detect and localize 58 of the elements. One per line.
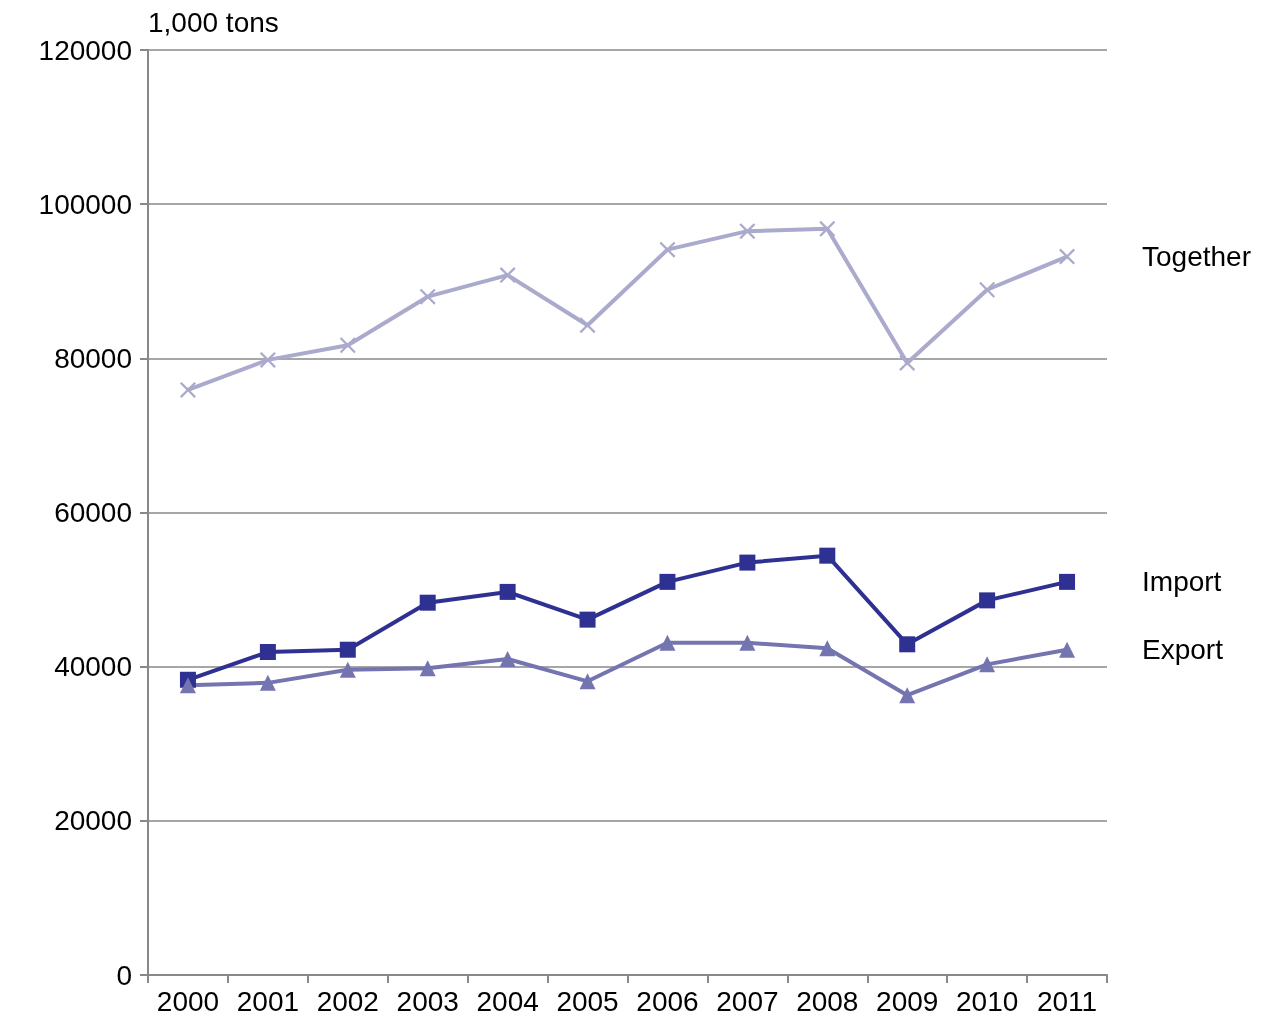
y-axis-title: 1,000 tons [148, 6, 279, 38]
point [499, 583, 516, 600]
point [1059, 248, 1076, 265]
point [579, 673, 596, 690]
x-tick-label: 2008 [796, 985, 859, 1017]
point [739, 223, 756, 240]
y-tick-label: 40000 [54, 651, 132, 683]
x-tick-label: 2003 [396, 985, 459, 1017]
point [979, 281, 996, 298]
point [819, 220, 836, 237]
point [659, 573, 676, 590]
y-tick-label: 20000 [54, 805, 132, 837]
x-tick-label: 2000 [156, 985, 220, 1017]
point [979, 656, 996, 673]
point [179, 381, 196, 398]
y-tick-label: 80000 [54, 342, 132, 374]
point [899, 636, 916, 653]
x-tick-label: 2010 [955, 985, 1019, 1017]
point [819, 547, 836, 564]
point [179, 677, 196, 694]
point [419, 288, 436, 305]
point [579, 611, 596, 628]
y-tick-label: 100000 [38, 188, 132, 220]
point [499, 650, 516, 667]
text: Together [1142, 241, 1252, 273]
point [659, 241, 676, 258]
point [819, 640, 836, 657]
x-tick-label: 2004 [476, 985, 539, 1017]
point [899, 354, 916, 371]
point [419, 594, 436, 611]
x-tick-label: 2005 [556, 985, 619, 1017]
x-tick-label: 2009 [876, 985, 939, 1017]
point [259, 351, 276, 368]
point [339, 641, 356, 658]
point [339, 661, 356, 678]
point [899, 687, 916, 704]
point [259, 674, 276, 691]
point [739, 634, 756, 651]
point [1059, 641, 1076, 658]
point [339, 337, 356, 354]
point [1059, 573, 1076, 590]
x-tick-label: 2006 [636, 985, 699, 1017]
x-tick-label: 2002 [316, 985, 379, 1017]
text: Import [1142, 566, 1222, 598]
point [659, 634, 676, 651]
point [979, 592, 996, 609]
y-tick-label: 60000 [54, 497, 132, 528]
y-tick-label: 0 [116, 959, 132, 991]
y-tick-label: 120000 [38, 34, 132, 66]
point [499, 267, 516, 284]
point [419, 660, 436, 677]
point [579, 317, 596, 334]
text: Export [1142, 634, 1224, 666]
x-tick-label: 2007 [716, 985, 779, 1017]
point [739, 554, 756, 571]
x-tick-label: 2011 [1036, 985, 1098, 1017]
point [259, 644, 276, 661]
x-tick-label: 2001 [236, 985, 300, 1017]
